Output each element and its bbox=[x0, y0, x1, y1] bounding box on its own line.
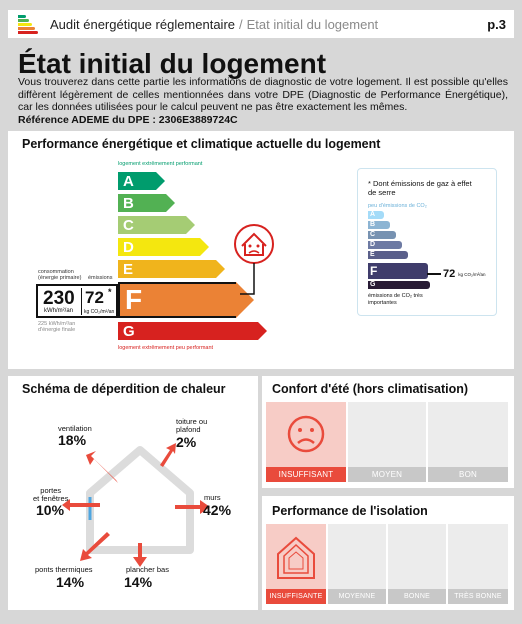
dpe-class-letter: E bbox=[123, 260, 134, 278]
confort-insuffisant-label: INSUFFISANT bbox=[266, 467, 346, 482]
ges-unit: kg CO₂/m²/an bbox=[458, 271, 486, 277]
ges-class-g: G bbox=[368, 281, 430, 289]
intro-text: Vous trouverez dans cette partie les inf… bbox=[18, 76, 508, 126]
emissions-header: émissions bbox=[88, 275, 113, 281]
isolation-tres-bonne-label: TRÈS BONNE bbox=[448, 589, 508, 604]
ges-class-d: D bbox=[368, 241, 402, 249]
dpe-class-letter: D bbox=[123, 238, 134, 256]
ademe-reference: Référence ADEME du DPE : 2306E3889724C bbox=[18, 113, 238, 126]
emissions-value: 72 bbox=[85, 288, 104, 307]
dpe-class-letter: C bbox=[123, 216, 134, 234]
dpe-class-d: D bbox=[118, 238, 209, 256]
house-heat-loss-icon bbox=[62, 443, 210, 567]
ges-class-b: B bbox=[368, 221, 390, 229]
ges-class-f: F bbox=[368, 263, 428, 279]
isolation-insuffisante: INSUFFISANTE bbox=[266, 524, 326, 604]
ges-note: * Dont émissions de gaz à effet de serre bbox=[368, 179, 472, 197]
loss-walls-value: 42% bbox=[203, 502, 232, 518]
dpe-class-letter: B bbox=[123, 194, 134, 212]
ges-value: 72 bbox=[443, 268, 456, 280]
ges-top-note: peu d'émissions de CO₂ bbox=[368, 203, 427, 209]
isolation-title: Performance de l'isolation bbox=[272, 504, 428, 518]
isolation-moyenne-label: MOYENNE bbox=[328, 589, 386, 604]
deperdition-panel: Schéma de déperdition de chaleur bbox=[8, 376, 258, 610]
dpe-class-letter: F bbox=[125, 284, 143, 315]
confort-moyen-label: MOYEN bbox=[348, 467, 426, 482]
isolation-bonne-label: BONNE bbox=[388, 589, 446, 604]
loss-bridges-value: 14% bbox=[56, 574, 85, 590]
deperdition-title: Schéma de déperdition de chaleur bbox=[22, 382, 226, 396]
ges-class-e: E bbox=[368, 251, 408, 259]
dpe-class-f: F bbox=[118, 282, 245, 318]
loss-windows-value: 10% bbox=[36, 502, 65, 518]
loss-bridges-label: ponts thermiques bbox=[35, 565, 93, 574]
loss-roof-value: 2% bbox=[176, 434, 197, 450]
emissions-star: * bbox=[108, 287, 112, 297]
header-subtitle: Etat initial du logement bbox=[246, 16, 379, 32]
house-outline-icon bbox=[277, 536, 315, 579]
performance-top-note: logement extrêmement performant bbox=[118, 161, 203, 167]
consumption-header: consommation (énergie primaire) bbox=[38, 269, 82, 281]
loss-floor-value: 14% bbox=[124, 574, 153, 590]
consumption-value: 230 bbox=[43, 288, 75, 309]
page-number: p.3 bbox=[487, 16, 506, 32]
consumption-divider bbox=[81, 288, 82, 315]
ges-class-c: C bbox=[368, 231, 396, 239]
dpe-current-arrow-tip bbox=[236, 282, 254, 318]
dpe-class-g: G bbox=[118, 322, 267, 340]
isolation-tres-bonne: TRÈS BONNE bbox=[448, 524, 508, 604]
loss-windows-label: portes et fenêtres bbox=[33, 486, 69, 503]
isolation-insuffisante-label: INSUFFISANTE bbox=[266, 589, 326, 604]
ges-class-a: A bbox=[368, 211, 384, 219]
dpe-class-a: A bbox=[118, 172, 165, 190]
ges-panel: * Dont émissions de gaz à effet de serre… bbox=[357, 168, 497, 316]
confort-bon-label: BON bbox=[428, 467, 508, 482]
page-title: État initial du logement bbox=[18, 48, 327, 79]
sad-house-icon bbox=[234, 224, 274, 295]
loss-walls-label: murs bbox=[204, 493, 221, 502]
dpe-class-e: E bbox=[118, 260, 225, 278]
dpe-class-letter: A bbox=[123, 172, 134, 190]
sad-face-icon bbox=[287, 415, 325, 453]
ges-indicator: 72 kg CO₂/m²/an bbox=[427, 268, 486, 280]
header-separator: / bbox=[239, 16, 243, 32]
loss-floor-label: plancher bas bbox=[126, 565, 169, 574]
header-title: Audit énergétique réglementaire bbox=[50, 16, 236, 32]
performance-bottom-note: logement extrêmement peu performant bbox=[118, 345, 214, 351]
energy-label-logo-icon bbox=[18, 13, 40, 35]
ges-pointer-line bbox=[427, 273, 441, 275]
confort-bon: BON bbox=[428, 402, 508, 482]
loss-ventilation-value: 18% bbox=[58, 432, 87, 448]
emissions-unit: kg CO₂/m²/an bbox=[84, 309, 115, 315]
performance-title: Performance énergétique et climatique ac… bbox=[22, 137, 381, 151]
ges-bottom-note: émissions de CO₂ très importantes bbox=[368, 293, 423, 306]
consumption-unit: kWh/m²/an bbox=[44, 308, 74, 314]
dpe-class-b: B bbox=[118, 194, 175, 212]
isolation-moyenne: MOYENNE bbox=[328, 524, 386, 604]
dpe-class-letter: G bbox=[123, 322, 135, 340]
confort-title: Confort d'été (hors climatisation) bbox=[272, 382, 469, 396]
page-header: Audit énergétique réglementaire / Etat i… bbox=[8, 10, 514, 38]
intro-paragraph: Vous trouverez dans cette partie les inf… bbox=[18, 76, 508, 113]
loss-ventilation-label: ventilation bbox=[58, 424, 92, 433]
loss-roof-label: toiture ou plafond bbox=[176, 417, 208, 434]
isolation-bonne: BONNE bbox=[388, 524, 446, 604]
confort-moyen: MOYEN bbox=[348, 402, 426, 482]
dpe-class-c: C bbox=[118, 216, 195, 234]
confort-insuffisant: INSUFFISANT bbox=[266, 402, 346, 482]
consumption-box: 230 kWh/m²/an 72 * kg CO₂/m²/an bbox=[36, 284, 118, 318]
final-energy-note: 225 kWh/m²/an d'énergie finale bbox=[38, 321, 76, 333]
